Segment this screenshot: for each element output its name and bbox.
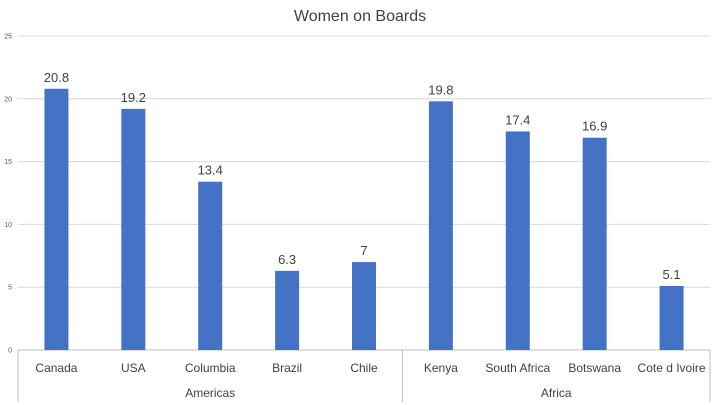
data-label: 16.9: [582, 119, 607, 134]
category-label: Brazil: [272, 361, 302, 375]
category-label: Botswana: [568, 361, 621, 375]
category-label: Cote d Ivoire: [638, 361, 706, 375]
bar: [428, 101, 453, 350]
data-label: 5.1: [663, 267, 681, 282]
data-label: 17.4: [505, 112, 530, 127]
group-label: Americas: [185, 386, 235, 400]
y-tick-label: 15: [4, 159, 12, 166]
category-label: Chile: [350, 361, 378, 375]
bar: [352, 262, 376, 350]
category-label: Canada: [35, 361, 77, 375]
chart-title: Women on Boards: [293, 8, 427, 25]
bar: [198, 181, 223, 350]
data-label: 20.8: [44, 70, 69, 85]
data-label: 13.4: [198, 163, 223, 178]
bar: [505, 131, 530, 350]
y-tick-label: 10: [4, 222, 12, 229]
y-tick-label: 0: [8, 348, 12, 355]
data-label: 7: [360, 243, 367, 258]
category-label: Kenya: [424, 361, 458, 375]
y-tick-label: 25: [4, 34, 12, 41]
data-label: 19.8: [428, 82, 453, 97]
category-label: Columbia: [185, 361, 236, 375]
bar: [44, 88, 69, 350]
data-label: 6.3: [278, 252, 296, 267]
y-tick-label: 20: [4, 96, 12, 103]
bar: [659, 285, 684, 350]
data-label: 19.2: [121, 90, 146, 105]
category-label: USA: [121, 361, 146, 375]
group-label: Africa: [541, 386, 572, 400]
bar: [121, 108, 146, 351]
bar: [275, 270, 300, 350]
bar: [582, 137, 607, 350]
category-label: South Africa: [485, 361, 550, 375]
y-tick-label: 5: [8, 285, 12, 292]
